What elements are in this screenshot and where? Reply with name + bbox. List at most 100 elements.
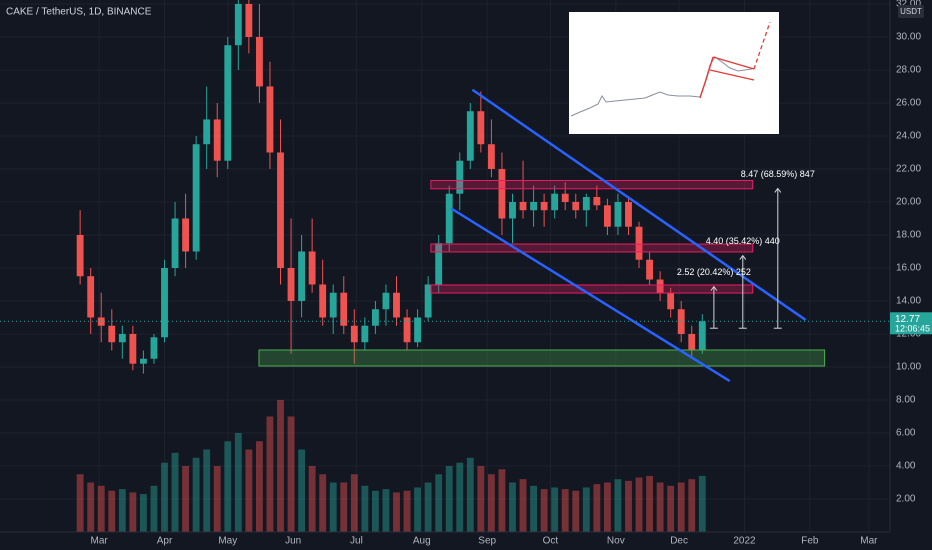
candle-body [277,152,284,268]
x-tick-label: Feb [801,536,819,547]
volume-bar [530,485,538,532]
volume-bar [108,490,116,532]
candle-body [213,119,221,161]
volume-bar [319,474,327,532]
volume-bar [561,489,569,532]
zone [258,349,826,367]
y-tick-label: 14.00 [896,296,921,307]
measure-label: 2.52 (20.42%) 252 [677,267,751,277]
x-tick-label: Mar [860,536,878,547]
y-tick-label: 10.00 [896,362,921,373]
volume-bar [551,487,559,532]
candle-body [582,197,590,211]
volume-bar [414,487,422,532]
inset-pole [699,56,714,99]
volume-bar [224,441,232,532]
measure-arrowhead [739,254,747,260]
x-tick-label: 2022 [733,536,756,547]
volume-bar [203,449,211,532]
candle-body [97,317,105,326]
volume-bar [593,484,601,532]
y-tick-label: 16.00 [896,263,921,274]
candle-body [266,86,274,153]
candle-body [477,111,485,145]
candle-body [614,201,622,227]
volume-bar [698,475,706,532]
volume-bar [382,489,390,532]
candle-body [371,309,379,326]
y-tick-label: 4.00 [896,461,916,472]
volume-bar [298,449,306,532]
volume-bar [540,489,548,532]
volume-bar [118,489,126,532]
volume-bar [255,441,263,532]
x-tick-label: Oct [543,536,559,547]
candle-body [698,321,706,351]
candle-body [129,333,137,364]
candle-body [530,201,538,211]
drawings-layer: 8.47 (68.59%) 847 4.40 (35.42%) 440 2.52 (… [0,88,890,383]
volume-bar [625,480,632,532]
candle-body [118,333,126,343]
candle-body [298,251,306,301]
candle-body [646,259,654,280]
candle-body [667,292,675,310]
candle-body [466,111,474,161]
candle-body [361,325,369,343]
candle-body [76,234,84,277]
volume-bar [213,465,221,532]
candle-body [287,267,295,301]
volume-bar [129,492,137,532]
volume-bar [403,490,411,532]
candle-layer [76,0,706,374]
x-tick-label: Dec [670,536,688,547]
x-tick-label: Aug [413,536,431,547]
y-tick-label: 20.00 [896,197,921,208]
candle-body [424,284,432,318]
candle-body [540,201,548,211]
candle-body [192,144,200,252]
candle-body [171,218,179,268]
candle-body [108,325,116,343]
candle-body [224,45,232,161]
candle-body [677,309,685,334]
inset-image [569,12,779,134]
volume-bar [519,479,527,532]
volume-bar [635,477,643,532]
y-tick-label: 6.00 [896,428,916,439]
candle-body [509,201,516,219]
inset-price [570,56,753,117]
candle-body [255,36,263,87]
volume-bar [477,465,485,532]
y-tick-label: 30.00 [896,32,921,43]
candle-body [329,292,337,318]
volume-bar [150,485,158,532]
volume-bar [76,474,84,532]
volume-bar [424,482,432,532]
axes: 2.004.006.008.0010.0012.0014.0016.0018.0… [91,0,932,547]
volume-bar [677,482,685,532]
x-tick-label: Jun [285,536,301,547]
volume-bar [456,462,464,532]
volume-bar [487,474,495,532]
volume-bar [234,432,242,532]
volume-bar [667,485,675,532]
candle-body [561,193,569,202]
volume-bar [308,465,316,532]
candle-body [234,3,242,46]
volume-bar [350,474,358,532]
volume-bar [509,482,516,532]
measure-label: 4.40 (35.42%) 440 [706,236,780,246]
volume-layer [76,399,706,532]
candle-body [87,276,95,318]
x-tick-label: Apr [157,536,173,547]
candle-body [393,292,400,318]
last-price-tag [890,312,932,335]
currency-badge[interactable] [898,5,924,18]
volume-bar [371,490,379,532]
candle-body [414,317,422,343]
candle-body [139,358,147,364]
x-tick-label: Mar [91,536,109,547]
volume-bar [340,482,348,532]
